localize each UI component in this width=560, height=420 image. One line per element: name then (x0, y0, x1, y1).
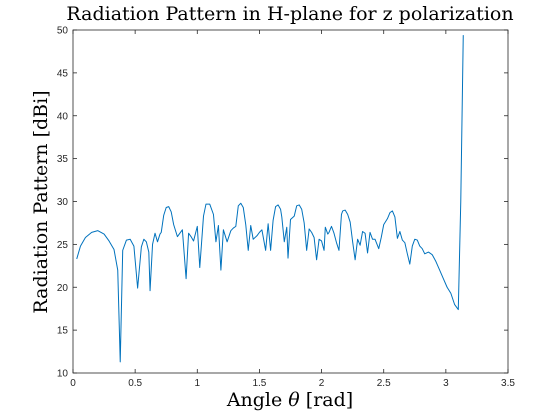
y-axis-label: Radiation Pattern [dBi] (30, 90, 52, 313)
y-tick-label: 45 (57, 68, 69, 79)
y-tick-label: 40 (57, 111, 69, 122)
x-tick-label: 0 (70, 378, 76, 389)
x-tick-label: 0.5 (128, 378, 142, 389)
x-tick-label: 1 (195, 378, 201, 389)
y-tick-label: 50 (57, 26, 69, 37)
y-tick-label: 10 (57, 369, 69, 380)
plot-area: 0 0.5 1 1.5 2 2.5 3 3.5 10 15 20 25 30 35 40 45 50 (57, 26, 516, 390)
y-tick-label: 25 (57, 240, 69, 251)
x-axis-label-prefix: Angle (226, 389, 288, 411)
y-tick-label: 20 (57, 283, 69, 294)
axes-box (73, 30, 508, 373)
x-tick-label: 3.5 (501, 378, 515, 389)
x-axis-label-symbol: θ (288, 389, 300, 411)
x-tick-label: 1.5 (252, 378, 266, 389)
x-axis-label: Angle θ [rad] (226, 389, 353, 411)
series-line-0 (77, 35, 464, 362)
x-tick-label: 2 (319, 378, 325, 389)
x-tick-label: 3 (443, 378, 449, 389)
x-tick-label: 2.5 (377, 378, 391, 389)
x-axis-label-suffix: [rad] (300, 389, 353, 411)
chart-title: Radiation Pattern in H-plane for z polar… (66, 3, 513, 25)
y-tick-label: 30 (57, 197, 69, 208)
y-tick-label: 35 (57, 154, 69, 165)
y-tick-label: 15 (57, 326, 69, 337)
